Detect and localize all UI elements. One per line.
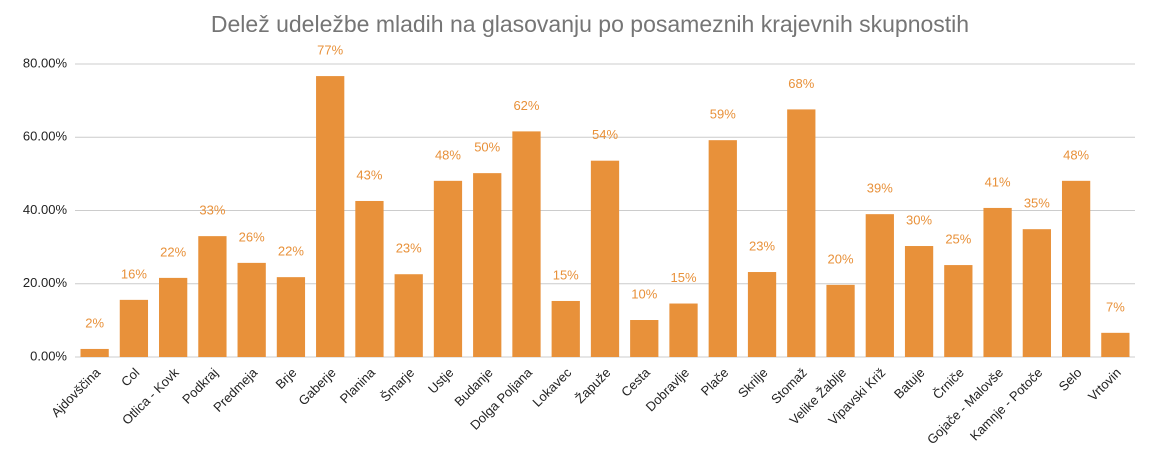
value-label: 48%	[435, 147, 461, 162]
x-tick-label: Selo	[1056, 365, 1085, 394]
x-tick-label: Cesta	[618, 364, 653, 399]
value-label: 33%	[199, 203, 225, 218]
bar	[669, 303, 698, 357]
x-tick-label: Batuje	[891, 365, 928, 402]
x-tick-label: Ajdovščina	[48, 364, 104, 420]
x-tick-label: Kamnje - Potoče	[967, 365, 1046, 444]
value-label: 26%	[239, 229, 265, 244]
value-label: 77%	[317, 43, 343, 58]
bar	[198, 236, 227, 357]
bar	[944, 265, 973, 357]
bar	[630, 320, 659, 357]
bar	[787, 109, 816, 357]
bar	[355, 200, 384, 357]
value-label: 68%	[788, 76, 814, 91]
bar	[983, 207, 1012, 357]
value-label: 10%	[631, 286, 657, 301]
x-tick-label: Vrtovin	[1085, 365, 1124, 404]
bar	[119, 299, 149, 357]
bar	[708, 140, 737, 357]
value-label: 2%	[85, 315, 104, 330]
value-label: 48%	[1063, 147, 1089, 162]
value-label: 22%	[160, 244, 186, 259]
bar	[747, 272, 777, 357]
x-tick-label: Žapuže	[572, 365, 613, 406]
x-tick-label: Brje	[273, 365, 300, 392]
bar	[1061, 180, 1091, 357]
value-label: 62%	[513, 98, 539, 113]
y-tick-label: 60.00%	[23, 129, 68, 144]
y-tick-label: 20.00%	[23, 275, 68, 290]
bar	[826, 284, 855, 357]
value-label: 39%	[867, 181, 893, 196]
x-tick-label: Gaberje	[295, 365, 338, 408]
x-tick-label: Ustje	[425, 365, 457, 397]
value-label: 54%	[592, 127, 618, 142]
bar	[433, 180, 463, 357]
y-tick-label: 80.00%	[23, 55, 68, 70]
bar	[237, 262, 266, 357]
bar	[80, 348, 109, 357]
x-tick-label: Predmeja	[210, 364, 260, 414]
bar	[316, 76, 345, 358]
value-label: 43%	[356, 167, 382, 182]
bar	[865, 214, 894, 357]
x-tick-label: Col	[118, 365, 142, 389]
y-tick-label: 40.00%	[23, 202, 68, 217]
value-label: 59%	[710, 107, 736, 122]
bar	[904, 246, 934, 357]
value-label: 23%	[396, 241, 422, 256]
x-tick-label: Planina	[337, 364, 379, 406]
bar	[551, 300, 580, 357]
bar	[1101, 332, 1130, 357]
bar	[590, 160, 620, 357]
value-label: 15%	[671, 270, 697, 285]
value-label: 35%	[1024, 196, 1050, 211]
x-tick-label: Plače	[698, 365, 732, 399]
bar	[1022, 229, 1051, 357]
x-tick-label: Lokavec	[529, 365, 574, 410]
bar	[473, 173, 502, 357]
chart-title: Delež udeležbe mladih na glasovanju po p…	[211, 11, 969, 37]
value-label: 50%	[474, 140, 500, 155]
x-tick-label: Skrilje	[735, 365, 771, 401]
value-label: 20%	[828, 251, 854, 266]
x-tick-label: Črniče	[930, 365, 967, 402]
value-label: 25%	[945, 232, 971, 247]
value-label: 22%	[278, 244, 304, 259]
bar	[394, 274, 423, 357]
x-tick-label: Šmarje	[378, 365, 418, 405]
value-label: 7%	[1106, 299, 1125, 314]
value-label: 16%	[121, 266, 147, 281]
value-label: 41%	[985, 174, 1011, 189]
bar	[276, 277, 306, 357]
value-label: 23%	[749, 238, 775, 253]
x-tick-label: Dobravlje	[643, 365, 692, 414]
bar	[512, 131, 541, 357]
value-label: 15%	[553, 267, 579, 282]
value-label: 30%	[906, 212, 932, 227]
y-tick-label: 0.00%	[30, 348, 67, 363]
bar	[159, 277, 188, 357]
